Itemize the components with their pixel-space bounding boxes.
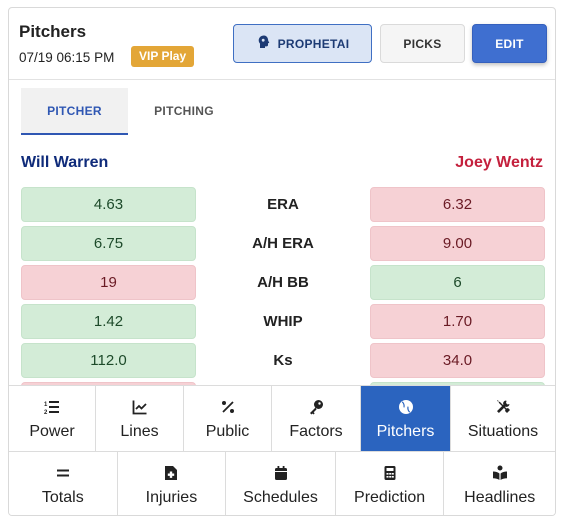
line-chart-icon [132,397,148,417]
left-pitcher-name: Will Warren [21,154,109,171]
left-stat-value [21,382,196,385]
nav-row: Totals Injuries Schedules Prediction [9,452,555,515]
edit-label: EDIT [495,36,524,51]
nav-label: Situations [467,422,539,440]
prophetai-label: PROPHETAI [277,36,350,51]
stat-label: WHIP [263,313,303,330]
picks-label: PICKS [403,36,442,51]
nav-label: Schedules [243,488,318,506]
equals-icon [56,463,70,483]
stat-row: 6.75 A/H ERA 9.00 [9,226,555,261]
stat-row: 4.63 ERA 6.32 [9,187,555,222]
nav-totals[interactable]: Totals [9,452,118,515]
svg-text:2: 2 [44,410,48,415]
left-stat-value: 19 [21,265,196,300]
brain-icon [256,34,278,53]
baseball-icon [398,397,414,417]
card-header: Pitchers 07/19 06:15 PM VIP Play PROPHET… [9,8,555,80]
calculator-icon [383,463,397,483]
picks-button[interactable]: PICKS [380,24,465,63]
right-stat-value: 6.32 [370,187,545,222]
nav-label: Lines [120,422,159,440]
svg-text:1: 1 [44,402,48,408]
nav-label: Totals [41,488,84,506]
calendar-icon [274,463,288,483]
tab-pitcher[interactable]: PITCHER [21,88,128,135]
page-title: Pitchers [19,22,87,41]
tab-bar: PITCHER PITCHING [21,88,541,136]
tools-icon [495,397,511,417]
stat-row: 19 A/H BB 6 [9,265,555,300]
right-stat-value: 34.0 [370,343,545,378]
nav-label: Power [29,422,75,440]
nav-prediction[interactable]: Prediction [336,452,445,515]
nav-situations[interactable]: Situations [451,386,555,451]
left-stat-value: 4.63 [21,187,196,222]
right-stat-value: 9.00 [370,226,545,261]
prophetai-button[interactable]: PROPHETAI [233,24,372,63]
nav-label: Factors [289,422,343,440]
right-stat-value: 1.70 [370,304,545,339]
game-datetime: 07/19 06:15 PM [19,50,115,65]
nav-label: Public [205,422,250,440]
edit-button[interactable]: EDIT [472,24,547,63]
nav-factors[interactable]: Factors [272,386,361,451]
stat-label: A/H BB [257,274,309,291]
stat-label: Ks [273,352,293,369]
stat-row-partial [9,382,555,385]
right-stat-value [370,382,545,385]
key-icon [308,397,324,417]
percent-icon [221,397,235,417]
vip-badge: VIP Play [131,46,195,67]
stat-label: A/H ERA [252,235,314,252]
nav-pitchers[interactable]: Pitchers [361,386,451,451]
pitchers-card: Pitchers 07/19 06:15 PM VIP Play PROPHET… [8,7,556,516]
nav-public[interactable]: Public [184,386,272,451]
tab-pitching[interactable]: PITCHING [154,104,214,118]
nav-injuries[interactable]: Injuries [118,452,227,515]
stat-row: 112.0 Ks 34.0 [9,343,555,378]
nav-label: Headlines [464,488,536,506]
nav-label: Pitchers [376,422,435,440]
medical-file-icon [164,463,178,483]
left-stat-value: 6.75 [21,226,196,261]
left-stat-value: 1.42 [21,304,196,339]
stats-comparison: 4.63 ERA 6.32 6.75 A/H ERA 9.00 19 A/H B… [9,187,555,385]
stat-label: ERA [267,196,299,213]
reader-icon [492,463,508,483]
nav-label: Prediction [354,488,426,506]
stat-row: 1.42 WHIP 1.70 [9,304,555,339]
nav-headlines[interactable]: Headlines [444,452,555,515]
right-pitcher-name: Joey Wentz [455,154,543,171]
nav-lines[interactable]: Lines [96,386,184,451]
nav-label: Injuries [145,488,198,506]
right-stat-value: 6 [370,265,545,300]
nav-schedules[interactable]: Schedules [226,452,336,515]
left-stat-value: 112.0 [21,343,196,378]
